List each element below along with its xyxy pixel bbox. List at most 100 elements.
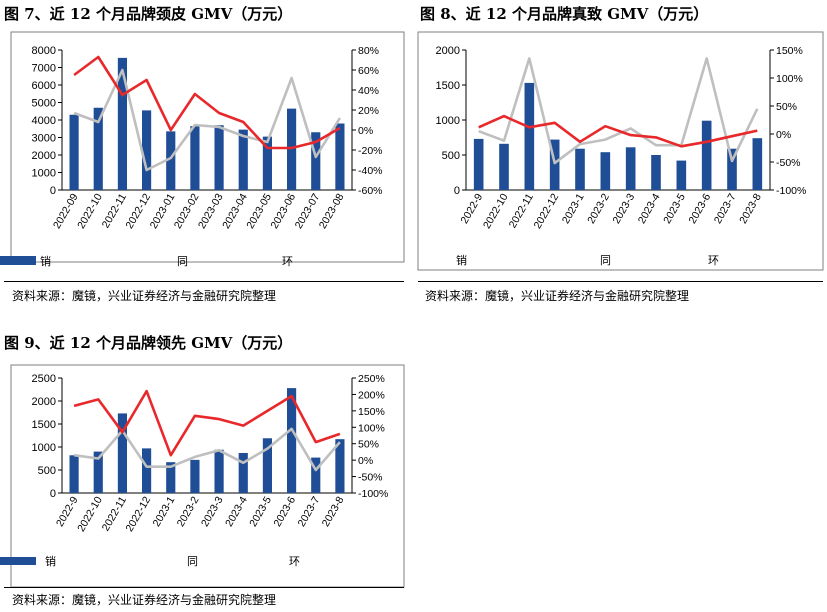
bar (69, 114, 79, 190)
right-tick-label: -60% (358, 185, 383, 197)
left-tick-label: 7000 (32, 63, 56, 75)
mom-line (73, 427, 341, 472)
right-tick-label: 20% (358, 105, 379, 117)
left-tick-label: 6000 (32, 80, 56, 92)
bar (311, 457, 321, 493)
mom-line (478, 57, 759, 165)
left-tick-label: 1000 (436, 115, 460, 127)
x-tick-label: 2023-2 (175, 494, 202, 528)
left-tick-label: 4000 (32, 115, 56, 127)
right-tick-label: 200% (358, 389, 385, 401)
x-tick-label: 2023-1 (151, 494, 178, 528)
divider (4, 281, 404, 282)
left-tick-label: 0 (454, 185, 460, 197)
right-tick-label: -50% (776, 157, 801, 169)
right-tick-label: 50% (358, 439, 379, 451)
bar (93, 107, 103, 190)
right-tick-label: -100% (776, 185, 806, 197)
right-tick-label: -100% (358, 488, 388, 500)
bar (286, 388, 297, 493)
chart-source-8: 资料来源：魔镜，兴业证券经济与金融研究院整理 (425, 289, 690, 303)
bar (262, 438, 273, 493)
chart-frame (10, 31, 405, 263)
right-tick-label: 150% (358, 406, 385, 418)
bar (549, 139, 560, 190)
divider (418, 281, 823, 282)
bar (166, 462, 176, 493)
x-tick-label: 2023-4 (223, 494, 250, 528)
bar (166, 131, 176, 190)
yoy-line (73, 55, 341, 150)
x-tick-label: 2023-8 (320, 494, 347, 528)
chart-frame (417, 31, 824, 271)
yoy-line (73, 389, 341, 457)
left-tick-label: 0 (50, 488, 56, 500)
bar (238, 129, 248, 190)
left-tick-label: 1500 (32, 419, 56, 431)
bar (701, 120, 712, 190)
bar (93, 451, 103, 493)
left-tick-label: 0 (50, 185, 56, 197)
x-tick-label: 2023-6 (271, 494, 298, 528)
x-tick-label: 2023-7 (296, 494, 323, 528)
right-tick-label: 40% (358, 85, 379, 97)
left-tick-label: 2000 (32, 396, 56, 408)
legend-swatch-bar (0, 557, 36, 565)
bar (651, 155, 661, 190)
bar (69, 455, 79, 493)
bar (190, 459, 200, 493)
bar (214, 449, 224, 493)
left-tick-label: 3000 (32, 133, 56, 145)
chart-title-9: 图 9、近 12 个月品牌领先 GMV（万元） (4, 334, 293, 352)
chart-source-7: 资料来源：魔镜，兴业证券经济与金融研究院整理 (12, 289, 277, 303)
right-tick-label: 0% (358, 455, 373, 467)
bar (214, 125, 224, 190)
bar (625, 147, 636, 190)
bar (676, 160, 687, 190)
bar (727, 148, 737, 190)
mom-line (73, 68, 342, 172)
right-tick-label: -20% (358, 145, 383, 157)
left-tick-label: 500 (442, 150, 460, 162)
legend-label-yoy: 同比-右轴 (187, 554, 827, 568)
x-tick-label: 2023-5 (247, 494, 274, 528)
left-tick-label: 1500 (436, 80, 460, 92)
bar (286, 108, 297, 190)
bar (141, 110, 152, 190)
chart-title-8: 图 8、近 12 个月品牌真致 GMV（万元） (420, 5, 709, 23)
bar (190, 126, 200, 190)
yoy-line (478, 114, 758, 148)
left-tick-label: 1000 (32, 442, 56, 454)
right-tick-label: 0% (776, 129, 791, 141)
legend-label-bar: 销售额（万元） (45, 554, 827, 568)
left-tick-label: 5000 (32, 98, 56, 110)
bar (311, 132, 321, 190)
right-tick-label: 250% (358, 373, 385, 385)
bar (262, 136, 273, 190)
right-tick-label: 100% (776, 73, 803, 85)
left-tick-label: 2000 (32, 150, 56, 162)
left-tick-label: 1000 (32, 168, 56, 180)
left-tick-label: 8000 (32, 45, 56, 57)
right-tick-label: -50% (358, 472, 383, 484)
chart-title-7: 图 7、近 12 个月品牌颈皮 GMV（万元） (4, 5, 293, 23)
bar (473, 138, 484, 190)
x-tick-label: 2023-3 (199, 494, 226, 528)
divider (4, 587, 404, 588)
left-tick-label: 500 (38, 465, 56, 477)
right-tick-label: 60% (358, 65, 379, 77)
right-tick-label: 80% (358, 45, 379, 57)
right-tick-label: 50% (776, 101, 797, 113)
right-tick-label: -40% (358, 165, 383, 177)
bar (335, 439, 345, 493)
right-tick-label: 0% (358, 125, 373, 137)
bar (238, 452, 248, 493)
bar (575, 148, 585, 190)
legend-swatch-bar (0, 256, 36, 264)
bar (335, 123, 345, 190)
right-tick-label: 150% (776, 45, 803, 57)
bar (141, 448, 152, 493)
bar (117, 57, 128, 190)
